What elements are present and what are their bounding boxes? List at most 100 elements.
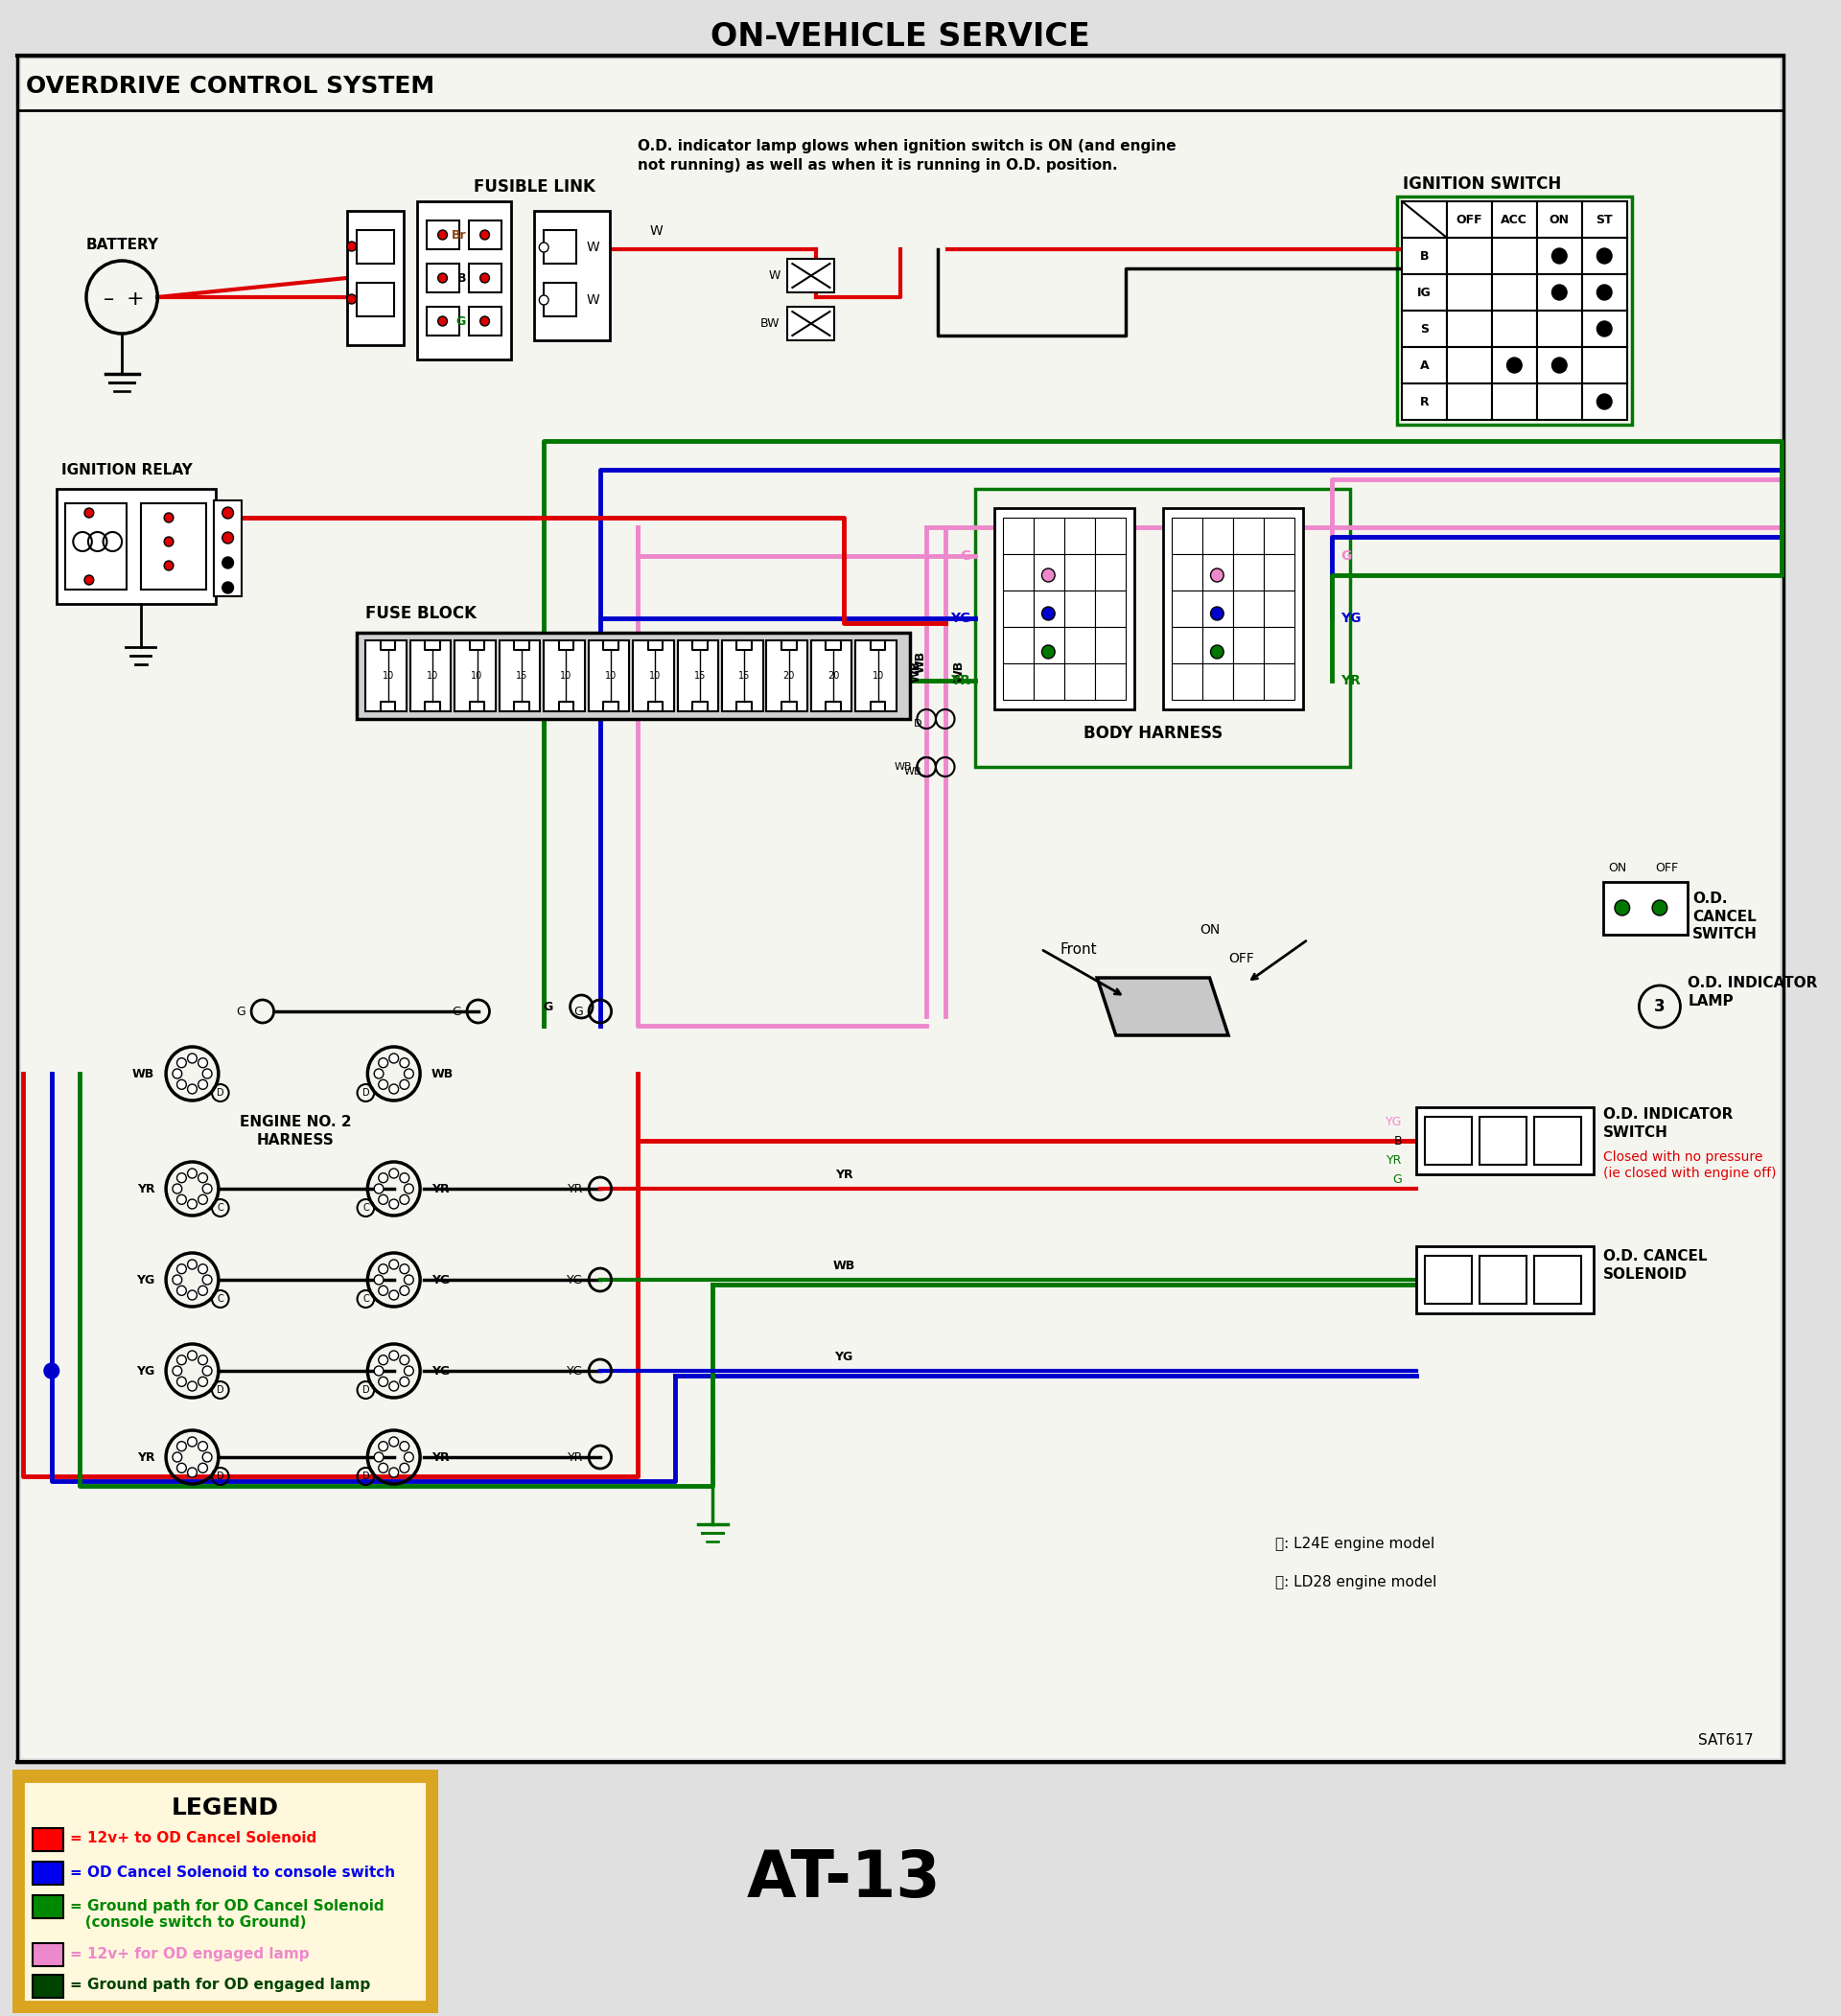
Text: ⓖ: L24E engine model: ⓖ: L24E engine model — [1276, 1536, 1434, 1550]
Text: WB: WB — [952, 659, 965, 681]
Text: = 12v+ to OD Cancel Solenoid: = 12v+ to OD Cancel Solenoid — [70, 1831, 317, 1847]
Text: WB: WB — [832, 1260, 854, 1272]
Bar — [1537, 310, 1581, 347]
Circle shape — [177, 1058, 186, 1068]
Text: D: D — [363, 1089, 370, 1097]
Circle shape — [388, 1468, 398, 1478]
Circle shape — [481, 317, 490, 327]
Text: G: G — [236, 1006, 245, 1018]
Circle shape — [399, 1441, 409, 1452]
Circle shape — [223, 583, 234, 593]
Bar — [1263, 591, 1294, 627]
Text: Closed with no pressure
(ie closed with engine off): Closed with no pressure (ie closed with … — [1604, 1151, 1777, 1179]
Bar — [1581, 347, 1627, 383]
Bar — [788, 306, 834, 341]
Circle shape — [173, 1183, 182, 1193]
Circle shape — [405, 1367, 414, 1375]
Circle shape — [1552, 284, 1567, 300]
Text: IG: IG — [1418, 286, 1432, 298]
Text: D: D — [217, 1385, 225, 1395]
Bar — [1202, 591, 1233, 627]
Circle shape — [1552, 357, 1567, 373]
Bar — [1581, 238, 1627, 274]
Text: W: W — [221, 512, 234, 524]
Circle shape — [481, 230, 490, 240]
Bar — [1003, 663, 1035, 700]
Circle shape — [199, 1377, 208, 1387]
Bar — [1064, 554, 1095, 591]
Text: C: C — [217, 1294, 223, 1304]
Bar — [455, 641, 495, 712]
Bar — [976, 490, 1349, 766]
Text: C: C — [217, 1204, 223, 1214]
Text: IGNITION RELAY: IGNITION RELAY — [61, 462, 191, 478]
Text: WB: WB — [909, 659, 922, 681]
Circle shape — [438, 230, 447, 240]
Bar — [1447, 347, 1491, 383]
Text: YG: YG — [567, 1365, 584, 1377]
Circle shape — [388, 1054, 398, 1062]
Bar — [1003, 518, 1035, 554]
Bar — [1401, 238, 1447, 274]
Circle shape — [388, 1169, 398, 1177]
Text: = Ground path for OD engaged lamp: = Ground path for OD engaged lamp — [70, 1978, 370, 1992]
Text: +: + — [125, 290, 144, 308]
Bar — [357, 282, 394, 317]
Circle shape — [203, 1452, 212, 1462]
Bar — [1401, 383, 1447, 419]
Circle shape — [223, 508, 234, 518]
Circle shape — [399, 1081, 409, 1089]
Bar — [766, 641, 808, 712]
Bar — [1491, 238, 1537, 274]
Circle shape — [164, 536, 173, 546]
Circle shape — [539, 242, 549, 252]
Text: 10: 10 — [650, 671, 661, 681]
Circle shape — [374, 1068, 383, 1079]
Bar — [543, 641, 585, 712]
Bar — [1233, 518, 1263, 554]
Circle shape — [199, 1355, 208, 1365]
Circle shape — [388, 1260, 398, 1270]
Circle shape — [177, 1173, 186, 1183]
Bar — [1397, 196, 1631, 425]
Bar — [1233, 554, 1263, 591]
Circle shape — [203, 1367, 212, 1375]
Text: –: – — [103, 290, 114, 308]
Bar — [633, 641, 674, 712]
Circle shape — [177, 1286, 186, 1296]
Text: Front: Front — [1060, 941, 1097, 956]
Circle shape — [188, 1200, 197, 1210]
Bar — [1581, 274, 1627, 310]
Text: LEGEND: LEGEND — [171, 1796, 278, 1820]
Text: = Ground path for OD Cancel Solenoid: = Ground path for OD Cancel Solenoid — [70, 1899, 385, 1913]
Bar — [812, 641, 852, 712]
Circle shape — [379, 1464, 388, 1474]
Circle shape — [388, 1290, 398, 1300]
Bar — [1035, 554, 1064, 591]
Bar — [469, 220, 501, 250]
Bar — [411, 641, 451, 712]
Bar — [1064, 591, 1095, 627]
Circle shape — [1042, 607, 1055, 621]
Circle shape — [399, 1195, 409, 1204]
Text: YG: YG — [1340, 611, 1362, 625]
Bar — [13, 1770, 438, 2014]
Bar — [1095, 663, 1125, 700]
Bar — [1173, 627, 1202, 663]
Text: FUSIBLE LINK: FUSIBLE LINK — [473, 177, 595, 196]
Text: B: B — [1394, 1135, 1401, 1147]
Circle shape — [1596, 284, 1613, 300]
Text: BATTERY: BATTERY — [85, 238, 158, 252]
Circle shape — [379, 1195, 388, 1204]
Text: SAT617: SAT617 — [1697, 1732, 1753, 1748]
Circle shape — [388, 1351, 398, 1361]
Text: YG: YG — [431, 1365, 449, 1377]
Circle shape — [1042, 645, 1055, 659]
Text: YR: YR — [950, 673, 970, 687]
Bar — [1604, 881, 1688, 935]
Circle shape — [188, 1290, 197, 1300]
Bar — [1173, 591, 1202, 627]
Circle shape — [203, 1183, 212, 1193]
Circle shape — [188, 1085, 197, 1095]
Circle shape — [1211, 569, 1224, 583]
